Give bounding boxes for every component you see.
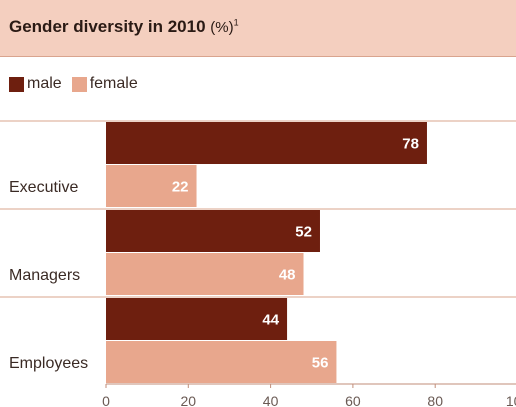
data-label-female-executive: 22 bbox=[172, 179, 189, 196]
legend-item-male: male bbox=[9, 75, 62, 93]
legend-label-female: female bbox=[89, 75, 138, 92]
title-footnote: 1 bbox=[233, 17, 239, 28]
legend: male female bbox=[9, 75, 148, 93]
legend-item-female: female bbox=[71, 75, 138, 93]
x-tick-label: 0 bbox=[102, 393, 110, 407]
title-unit: (%) bbox=[210, 19, 234, 36]
title-bar: Gender diversity in 2010 (%)1 bbox=[0, 0, 516, 57]
title-main: Gender diversity in 2010 bbox=[9, 17, 206, 36]
category-label-managers: Managers bbox=[9, 267, 80, 284]
data-label-male-employees: 44 bbox=[262, 312, 279, 329]
bar-female-managers bbox=[106, 253, 304, 295]
legend-swatch-male bbox=[9, 76, 24, 92]
data-label-female-employees: 56 bbox=[312, 355, 329, 372]
x-tick-label: 60 bbox=[345, 393, 361, 407]
category-label-employees: Employees bbox=[9, 355, 88, 372]
legend-label-male: male bbox=[27, 75, 62, 92]
bar-male-executive bbox=[106, 122, 427, 164]
chart-title: Gender diversity in 2010 (%)1 bbox=[9, 17, 239, 37]
data-label-male-executive: 78 bbox=[402, 136, 419, 153]
data-label-male-managers: 52 bbox=[295, 224, 312, 241]
data-label-female-managers: 48 bbox=[279, 267, 296, 284]
x-tick-label: 20 bbox=[181, 393, 197, 407]
category-label-executive: Executive bbox=[9, 179, 78, 196]
x-tick-label: 80 bbox=[427, 393, 443, 407]
x-tick-label: 100 bbox=[506, 393, 516, 407]
bar-male-employees bbox=[106, 298, 288, 340]
bar-female-executive bbox=[106, 165, 197, 207]
x-tick-label: 40 bbox=[263, 393, 279, 407]
legend-swatch-female bbox=[71, 76, 87, 92]
bar-female-employees bbox=[106, 341, 337, 383]
bar-male-managers bbox=[106, 210, 320, 252]
